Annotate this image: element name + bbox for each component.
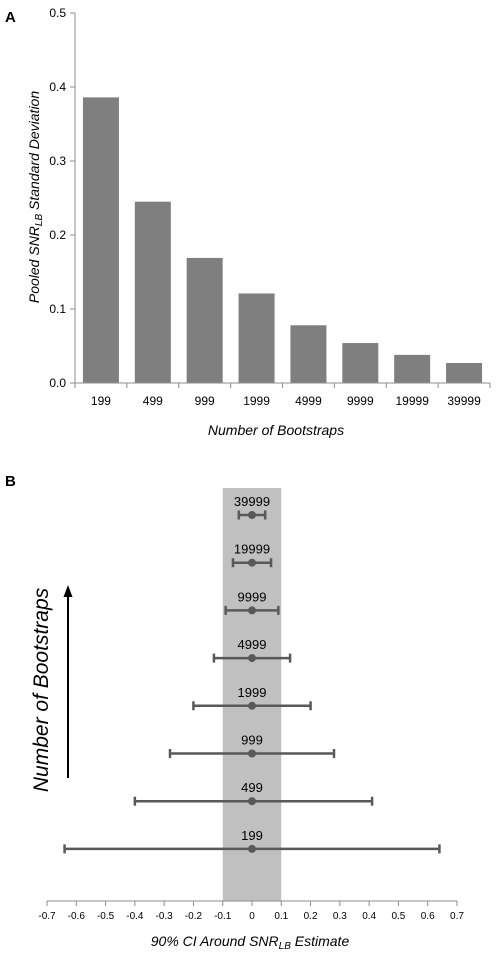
panel-a-x-axis-title: Number of Bootstraps	[208, 422, 344, 438]
panel-a-bars	[82, 97, 483, 384]
panel-a-y-axis-title: Pooled SNRLB Standard Deviation	[26, 91, 45, 303]
ci-point	[248, 511, 256, 519]
y-tick-label: 0.4	[49, 80, 66, 94]
panel-a-chart: 0.0 0.1 0.2 0.3 0.4 0.5 199 499 999 1999 4999 9999…	[26, 6, 491, 438]
panel-a-y-title-subscript: LB	[34, 214, 45, 227]
ci-point	[248, 654, 256, 663]
x-tick-label: -0.1	[214, 911, 232, 922]
panel-b-chart: 199 499 999 1999 4999 9999 19999 39999 -0.7 -0.6…	[30, 488, 464, 952]
x-tick-label: 999	[195, 394, 215, 408]
panel-b-ci-bars: 199 499 999 1999 4999 9999 19999 39999	[63, 494, 441, 854]
ci-point	[248, 558, 256, 567]
up-arrow-icon	[63, 585, 73, 597]
bar	[186, 257, 223, 383]
ci-point	[248, 606, 256, 615]
panel-a-y-ticks: 0.0 0.1 0.2 0.3 0.4 0.5	[49, 6, 75, 390]
y-tick-label: 0.5	[49, 6, 66, 20]
ci-point	[248, 701, 256, 710]
x-tick-label: -0.3	[156, 911, 174, 922]
bar	[134, 201, 171, 383]
x-tick-label: 499	[143, 394, 163, 408]
x-tick-label: -0.5	[97, 911, 115, 922]
ci-category-label: 19999	[234, 542, 270, 557]
bar	[394, 354, 431, 383]
ci-point	[248, 844, 256, 853]
ci-category-label: 199	[241, 828, 263, 843]
x-tick-label: 9999	[347, 394, 374, 408]
ci-category-label: 39999	[234, 494, 270, 509]
bar	[82, 97, 119, 384]
x-tick-label: 0.5	[391, 911, 405, 922]
panel-b-x-title-rest: Estimate	[291, 933, 350, 949]
panel-a-y-title-main: Pooled SNR	[26, 226, 42, 303]
ci-category-label: 499	[241, 780, 263, 795]
bar	[238, 293, 275, 383]
x-tick-label: 39999	[447, 394, 481, 408]
ci-reference-band	[222, 488, 282, 901]
panel-a-y-title-rest: Standard Deviation	[26, 91, 42, 214]
x-tick-label: 0.7	[450, 911, 464, 922]
bar	[342, 343, 379, 383]
ci-category-label: 9999	[238, 589, 267, 604]
y-tick-label: 0.2	[49, 228, 66, 242]
panel-a-x-ticks: 199 499 999 1999 4999 9999 19999 39999	[74, 383, 491, 408]
x-tick-label: -0.6	[68, 911, 86, 922]
y-tick-label: 0.0	[49, 376, 66, 390]
bar	[446, 363, 483, 383]
panel-b-x-axis-title: 90% CI Around SNRLB Estimate	[151, 933, 350, 952]
x-tick-label: 4999	[295, 394, 322, 408]
panel-b-x-ticks: -0.7 -0.6 -0.5 -0.4 -0.3 -0.2 -0.1 0 0.1 0.2 0.3 0.…	[38, 901, 464, 922]
x-tick-label: 0.3	[333, 911, 347, 922]
x-tick-label: 0.6	[421, 911, 435, 922]
x-tick-label: 199	[91, 394, 111, 408]
x-tick-label: 1999	[243, 394, 270, 408]
panel-b-y-axis-title: Number of Bootstraps	[30, 587, 53, 792]
bar	[290, 325, 327, 383]
y-tick-label: 0.1	[49, 302, 66, 316]
x-tick-label: 0.4	[362, 911, 376, 922]
x-tick-label: 0.1	[274, 911, 288, 922]
ci-point	[248, 797, 256, 806]
panel-b-x-title-subscript: LB	[279, 941, 292, 952]
x-tick-label: 0	[249, 911, 255, 922]
x-tick-label: -0.4	[126, 911, 144, 922]
x-tick-label: 19999	[396, 394, 430, 408]
ci-category-label: 1999	[238, 685, 267, 700]
x-tick-label: -0.7	[38, 911, 56, 922]
panel-b-label: B	[5, 473, 16, 490]
y-tick-label: 0.3	[49, 154, 66, 168]
panel-a-label: A	[5, 9, 16, 26]
ci-point	[248, 749, 256, 758]
ci-category-label: 999	[241, 733, 263, 748]
ci-category-label: 4999	[238, 637, 267, 652]
x-tick-label: 0.2	[304, 911, 318, 922]
panel-b-x-title-main: 90% CI Around SNR	[151, 933, 279, 949]
x-tick-label: -0.2	[185, 911, 203, 922]
